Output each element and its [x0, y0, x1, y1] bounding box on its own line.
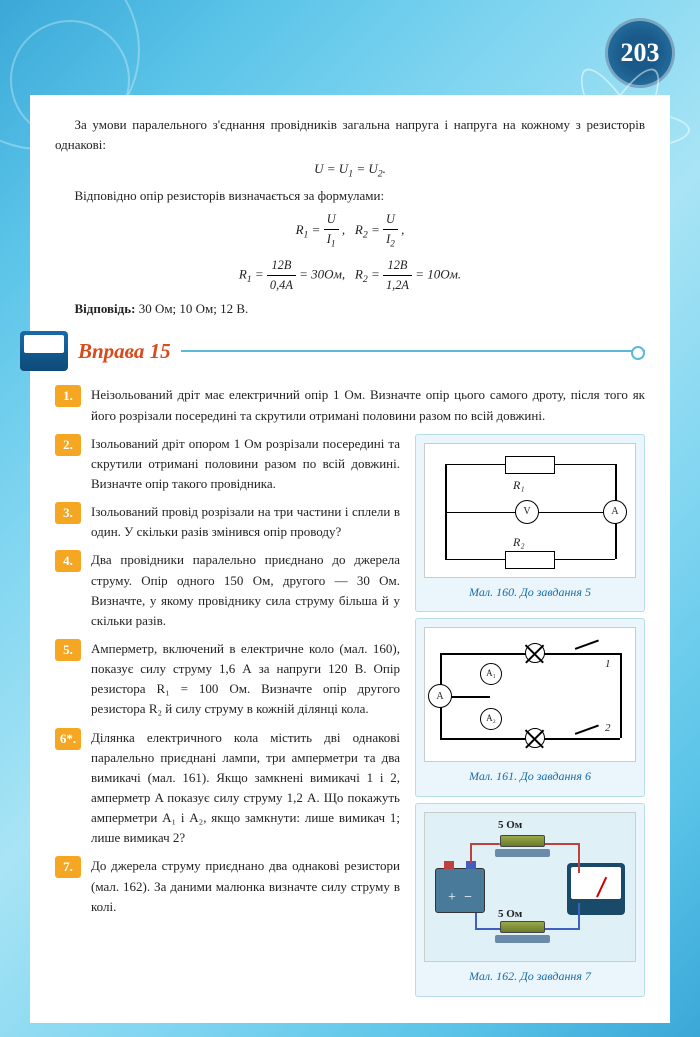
- exercise-2: 2. Ізольований дріт опором 1 Ом розрізал…: [55, 434, 400, 494]
- exercise-number: 3.: [55, 502, 81, 524]
- intro-line2: Відповідно опір резисторів визначається …: [55, 186, 645, 206]
- figure-162: + − 5 Ом 5 Ом: [415, 803, 645, 997]
- exercise-number: 2.: [55, 434, 81, 456]
- figure-160-caption: Мал. 160. До завдання 5: [424, 578, 636, 604]
- answer-value: 30 Ом; 10 Ом; 12 В.: [139, 301, 249, 316]
- ammeter-a1: A₁: [480, 663, 502, 685]
- content-card: За умови паралельного з'єднання провідни…: [30, 95, 670, 1023]
- analog-meter: [567, 863, 625, 915]
- exercise-number: 6*.: [55, 728, 81, 750]
- r-bot-label: 5 Ом: [498, 906, 522, 923]
- exercise-1: 1. Неізольований дріт має електричний оп…: [55, 385, 645, 425]
- ammeter-a: A: [428, 684, 452, 708]
- exercise-number: 1.: [55, 385, 81, 407]
- section-title: Вправа 15: [78, 335, 171, 368]
- figure-160: R₁ R₂ V A Мал. 160. До завдання 5: [415, 434, 645, 613]
- figures-column: R₁ R₂ V A Мал. 160. До завдання 5: [415, 434, 645, 1003]
- ammeter: A: [603, 500, 627, 524]
- r2-label: R₂: [513, 533, 525, 552]
- voltmeter: V: [515, 500, 539, 524]
- formula-2: R1 = UI1 , R2 = UI2 ,: [55, 210, 645, 252]
- answer-line: Відповідь: 30 Ом; 10 Ом; 12 В.: [55, 299, 645, 319]
- exercises-column: 2. Ізольований дріт опором 1 Ом розрізал…: [55, 434, 400, 1003]
- switch-1-label: 1: [605, 656, 611, 673]
- figure-162-caption: Мал. 162. До завдання 7: [424, 962, 636, 988]
- exercise-text: Неізольований дріт має електричний опір …: [91, 385, 645, 425]
- figure-161: A A₁ A₂ 1 2 Мал. 161. До завдання 6: [415, 618, 645, 797]
- exercise-5: 5. Амперметр, включений в електричне кол…: [55, 639, 400, 720]
- exercise-text: До джерела струму приєднано два однакові…: [91, 856, 400, 916]
- answer-label: Відповідь:: [75, 301, 136, 316]
- formula-1: U = U1 = U2.: [55, 159, 645, 182]
- circuit-160: R₁ R₂ V A: [424, 443, 636, 578]
- exercise-number: 7.: [55, 856, 81, 878]
- intro-line1: За умови паралельного з'єднання провідни…: [55, 115, 645, 155]
- ammeter-a2: A₂: [480, 708, 502, 730]
- exercise-3: 3. Ізольований провід розрізали на три ч…: [55, 502, 400, 542]
- exercise-text: Ізольований дріт опором 1 Ом розрізали п…: [91, 434, 400, 494]
- exercise-text: Ділянка електричного кола містить дві од…: [91, 728, 400, 849]
- exercise-number: 4.: [55, 550, 81, 572]
- section-divider: [181, 350, 645, 352]
- r-top-label: 5 Ом: [498, 817, 522, 834]
- battery-icon: + −: [435, 868, 485, 913]
- figure-161-caption: Мал. 161. До завдання 6: [424, 762, 636, 788]
- exercise-7: 7. До джерела струму приєднано два однак…: [55, 856, 400, 916]
- exercise-number: 5.: [55, 639, 81, 661]
- lamp-1: [525, 643, 545, 663]
- exercise-text: Ізольований провід розрізали на три част…: [91, 502, 400, 542]
- exercise-text: Амперметр, включений в електричне коло (…: [91, 639, 400, 720]
- switch-2-label: 2: [605, 720, 611, 737]
- lamp-2: [525, 728, 545, 748]
- section-header: Вправа 15: [20, 331, 645, 371]
- exercise-4: 4. Два провідники паралельно приєднано д…: [55, 550, 400, 631]
- circuit-162: + − 5 Ом 5 Ом: [424, 812, 636, 962]
- exercise-6: 6*. Ділянка електричного кола містить дв…: [55, 728, 400, 849]
- meter-icon: [20, 331, 68, 371]
- r1-label: R₁: [513, 476, 525, 495]
- formula-3: R1 = 12В0,4А = 30Ом, R2 = 12В1,2А = 10Ом…: [55, 256, 645, 295]
- exercise-text: Два провідники паралельно приєднано до д…: [91, 550, 400, 631]
- circuit-161: A A₁ A₂ 1 2: [424, 627, 636, 762]
